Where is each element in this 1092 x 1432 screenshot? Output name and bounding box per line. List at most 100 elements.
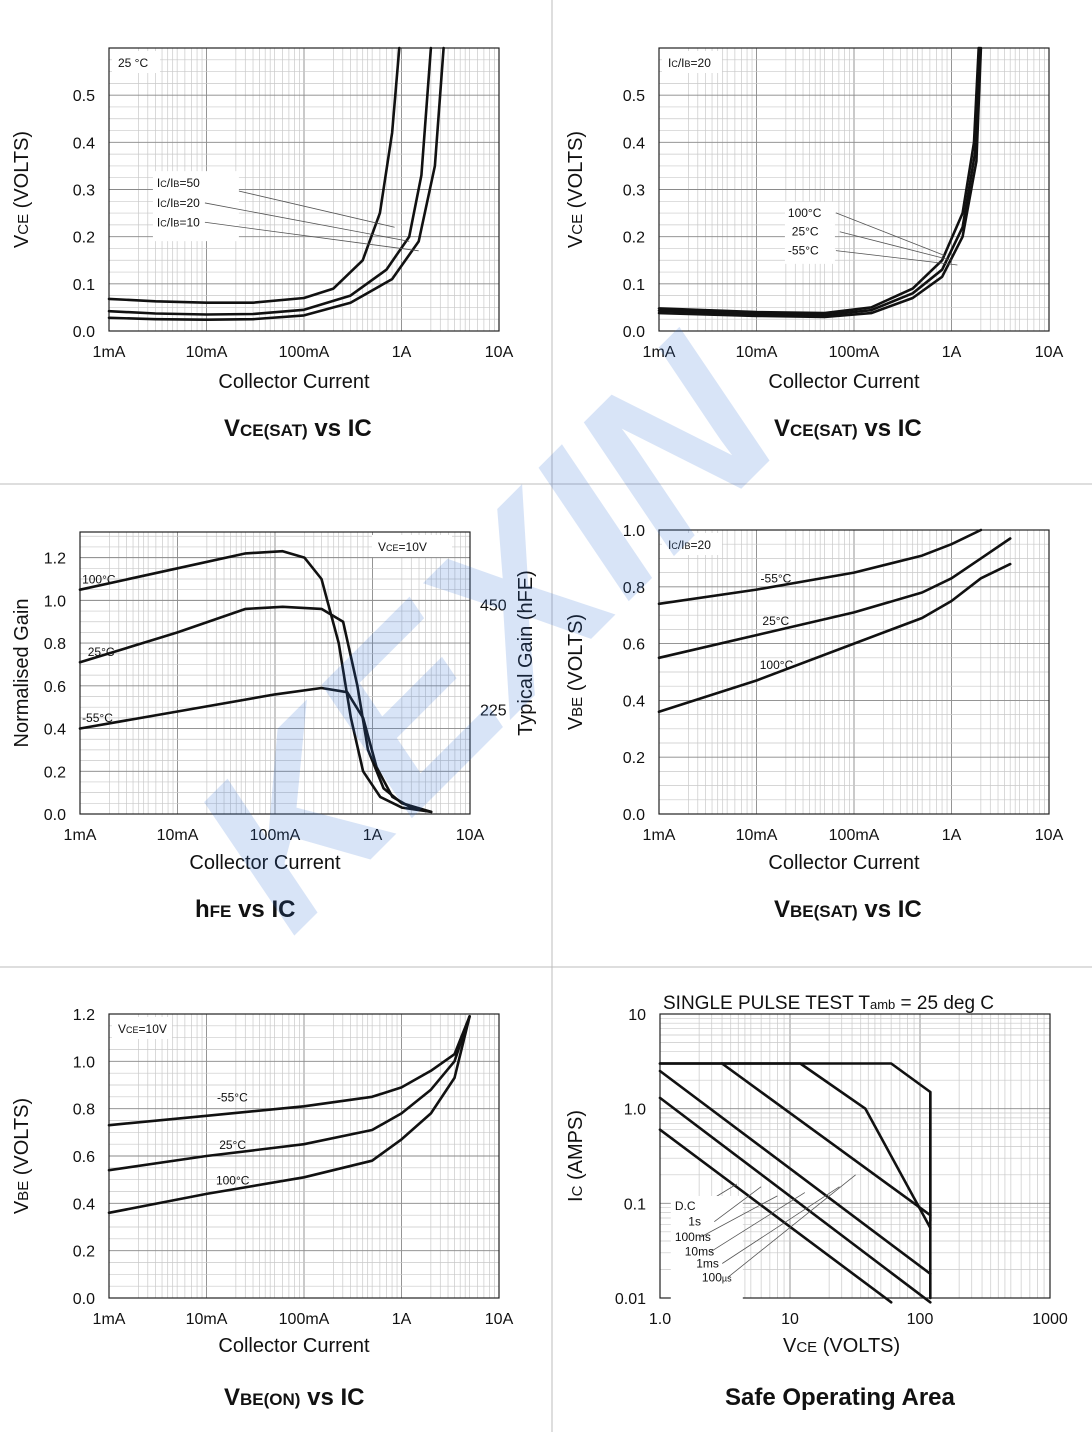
series-label-part: =50 <box>179 176 200 190</box>
series-label: IC/IB=10 <box>157 215 200 229</box>
x-axis-label: Collector Current <box>768 852 920 874</box>
y-tick-label: 0.4 <box>73 1196 95 1213</box>
test-condition-part: amb <box>870 997 895 1012</box>
condition-note: VCE=10V <box>118 1022 167 1036</box>
series-line-100-C <box>657 46 980 315</box>
chart-title-part: C <box>278 896 295 923</box>
y-axis-label-part: V <box>11 1200 33 1214</box>
y-tick-label: 0.2 <box>73 230 95 247</box>
condition-note-part: /I <box>678 538 685 552</box>
grid <box>658 529 1049 815</box>
y-tick-label: 0.2 <box>623 230 645 247</box>
series-label: IC/IB=50 <box>157 176 200 190</box>
y-tick-label: 0.4 <box>44 722 66 739</box>
y-axis-label-part: BE <box>15 1181 32 1201</box>
chart-title-part: C <box>354 415 371 442</box>
y-axis-label-part: BE <box>569 697 586 717</box>
plot-frame <box>108 47 500 332</box>
chart-title-part: BE(SAT) <box>790 902 858 921</box>
chart-title-part: C <box>347 1384 364 1411</box>
x-tick-label: 1A <box>392 1311 412 1328</box>
y-axis-label-part: CE <box>15 214 32 235</box>
chart-vbeon-ic: 1mA 10mA 100mA 1A 10A 0.0 0.2 0.4 0.6 0.8 1.0 1.2 -5… <box>11 1007 514 1411</box>
series-label: 100°C <box>788 206 822 220</box>
x-tick-label: 10mA <box>157 827 199 844</box>
condition-note-part: CE <box>126 1025 139 1035</box>
condition-note-part: B <box>685 59 691 69</box>
y-tick-label: 0.2 <box>44 764 66 781</box>
y-tick-label: 0.0 <box>73 1291 95 1308</box>
y-tick-label: 0.4 <box>623 693 645 710</box>
y-tick-label: 0.5 <box>73 88 95 105</box>
note-backdrop <box>112 51 160 73</box>
plot-frame <box>658 47 1050 332</box>
x-axis-label: Collector Current <box>768 371 920 393</box>
y-axis-label-part: CE <box>569 214 586 235</box>
y-tick-label: 0.6 <box>73 1149 95 1166</box>
chart-soa: 1.0 10 100 1000 0.01 0.1 1.0 10 D.C 1s100ms10ms1m… <box>565 993 1068 1411</box>
series-label-part: /I <box>167 176 174 190</box>
series-label: 1s <box>688 1215 701 1229</box>
series-label: 1ms <box>696 1256 719 1270</box>
y-tick-label: 0.1 <box>623 277 645 294</box>
series-label-part: -55°C <box>761 572 792 586</box>
series-line-25-C <box>107 1015 471 1172</box>
y-axis-label-part: (VOLTS) <box>11 1098 33 1181</box>
x-tick-label: 100 <box>907 1311 934 1328</box>
series-line-100-C <box>78 549 433 814</box>
series-label: -55°C <box>788 244 819 258</box>
series-label: -55°C <box>217 1091 248 1105</box>
series-label-part: =10 <box>179 215 200 229</box>
series-line-100-C <box>657 562 1012 714</box>
leader-line <box>700 1195 778 1238</box>
chart-hfe-ic: 1mA 10mA 100mA 1A 10A 0.0 0.2 0.4 0.6 0.8 1.0 1.2 45… <box>11 531 537 923</box>
plot-frame <box>659 1013 1051 1299</box>
x-tick-label: 1mA <box>643 344 676 361</box>
chart-title-part: vs I <box>858 896 905 923</box>
leader-line <box>714 1186 762 1223</box>
y-axis-label-part: (VOLTS) <box>565 131 587 214</box>
x-axis-label: VCE (VOLTS) <box>783 1335 900 1357</box>
x-axis-label-part: (VOLTS) <box>817 1335 900 1357</box>
chart-title-part: V <box>224 415 240 442</box>
condition-note: IC/IB=20 <box>668 56 711 70</box>
y-tick-label: 0.1 <box>73 277 95 294</box>
series-label: 25°C <box>88 645 115 659</box>
series-label-part: B <box>173 218 179 228</box>
x-tick-label: 10mA <box>186 344 228 361</box>
y-tick-label: 0.01 <box>615 1291 646 1308</box>
y-tick-label: 1.2 <box>73 1007 95 1024</box>
x-tick-label: 1mA <box>643 827 676 844</box>
x-axis-label: Collector Current <box>218 1335 370 1357</box>
y-axis-label-part: Normalised Gain <box>11 599 33 748</box>
series-label-part: B <box>173 179 179 189</box>
series-line-IC-IB-10 <box>107 46 445 321</box>
chart-title-part: CE(SAT) <box>790 421 858 440</box>
x-tick-label: 10mA <box>736 344 778 361</box>
y-axis-label: VBE (VOLTS) <box>11 1098 33 1214</box>
chart-title-part: h <box>195 896 210 923</box>
series-label-part: B <box>173 199 179 209</box>
series-label-part: 25°C <box>762 614 789 628</box>
series-line-1ms <box>658 1062 932 1230</box>
y-axis-label: IC (AMPS) <box>565 1110 587 1202</box>
condition-note-part: /I <box>678 56 685 70</box>
x-tick-label: 100mA <box>250 827 301 844</box>
label-backdrop <box>152 171 239 242</box>
x-tick-label: 10mA <box>736 827 778 844</box>
plot-frame <box>79 531 471 815</box>
y-axis-label-part: C <box>569 1185 586 1196</box>
label-backdrop <box>670 1196 743 1305</box>
condition-note-part: =10V <box>139 1022 167 1036</box>
series-label-part: C <box>160 179 167 189</box>
y-axis-label: Normalised Gain <box>11 599 33 748</box>
y-tick-label: 1.0 <box>624 1102 646 1119</box>
y-tick-label: 0.0 <box>623 807 645 824</box>
y-tick-label: 0.0 <box>44 807 66 824</box>
chart-title-part: V <box>774 896 790 923</box>
x-tick-label: 100mA <box>829 344 880 361</box>
x-tick-label: 100mA <box>829 827 880 844</box>
chart-title-part: BE(ON) <box>240 1390 300 1409</box>
chart-title-part: vs I <box>231 896 278 923</box>
y-tick-label: 0.1 <box>624 1196 646 1213</box>
